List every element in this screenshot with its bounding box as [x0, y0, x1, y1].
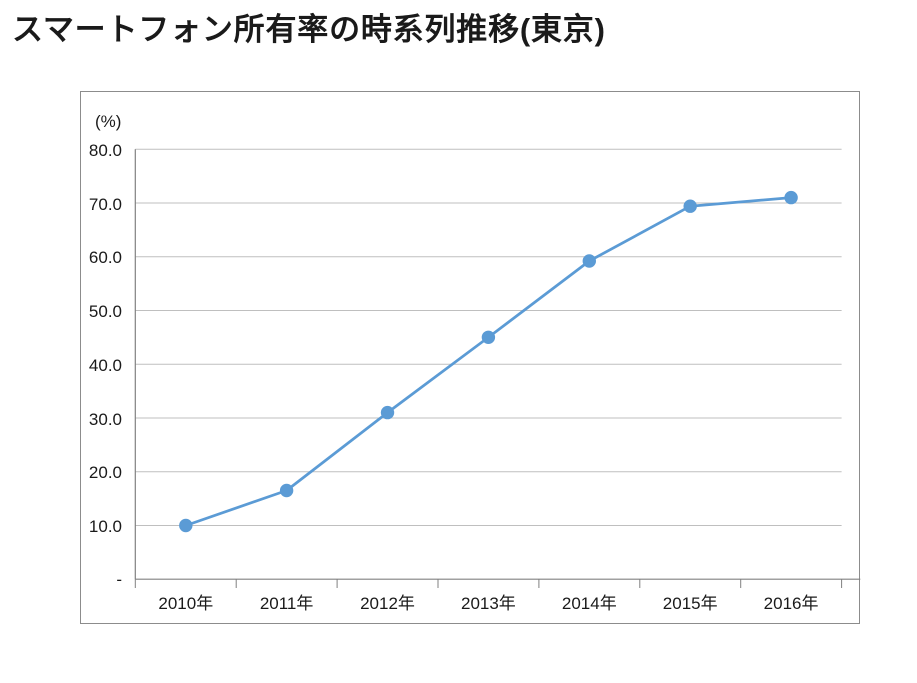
- svg-text:(%): (%): [95, 112, 121, 131]
- svg-text:40.0: 40.0: [89, 356, 122, 375]
- svg-text:80.0: 80.0: [89, 141, 122, 160]
- svg-text:70.0: 70.0: [89, 195, 122, 214]
- svg-text:2014年: 2014年: [562, 594, 617, 613]
- svg-text:20.0: 20.0: [89, 463, 122, 482]
- svg-text:2012年: 2012年: [360, 594, 415, 613]
- svg-text:2010年: 2010年: [158, 594, 213, 613]
- svg-text:-: -: [116, 570, 122, 589]
- svg-text:2015年: 2015年: [663, 594, 718, 613]
- svg-text:2016年: 2016年: [764, 594, 819, 613]
- svg-text:50.0: 50.0: [89, 302, 122, 321]
- svg-text:60.0: 60.0: [89, 248, 122, 267]
- svg-text:30.0: 30.0: [89, 410, 122, 429]
- svg-text:10.0: 10.0: [89, 517, 122, 536]
- svg-text:2011年: 2011年: [260, 594, 314, 613]
- svg-text:2013年: 2013年: [461, 594, 516, 613]
